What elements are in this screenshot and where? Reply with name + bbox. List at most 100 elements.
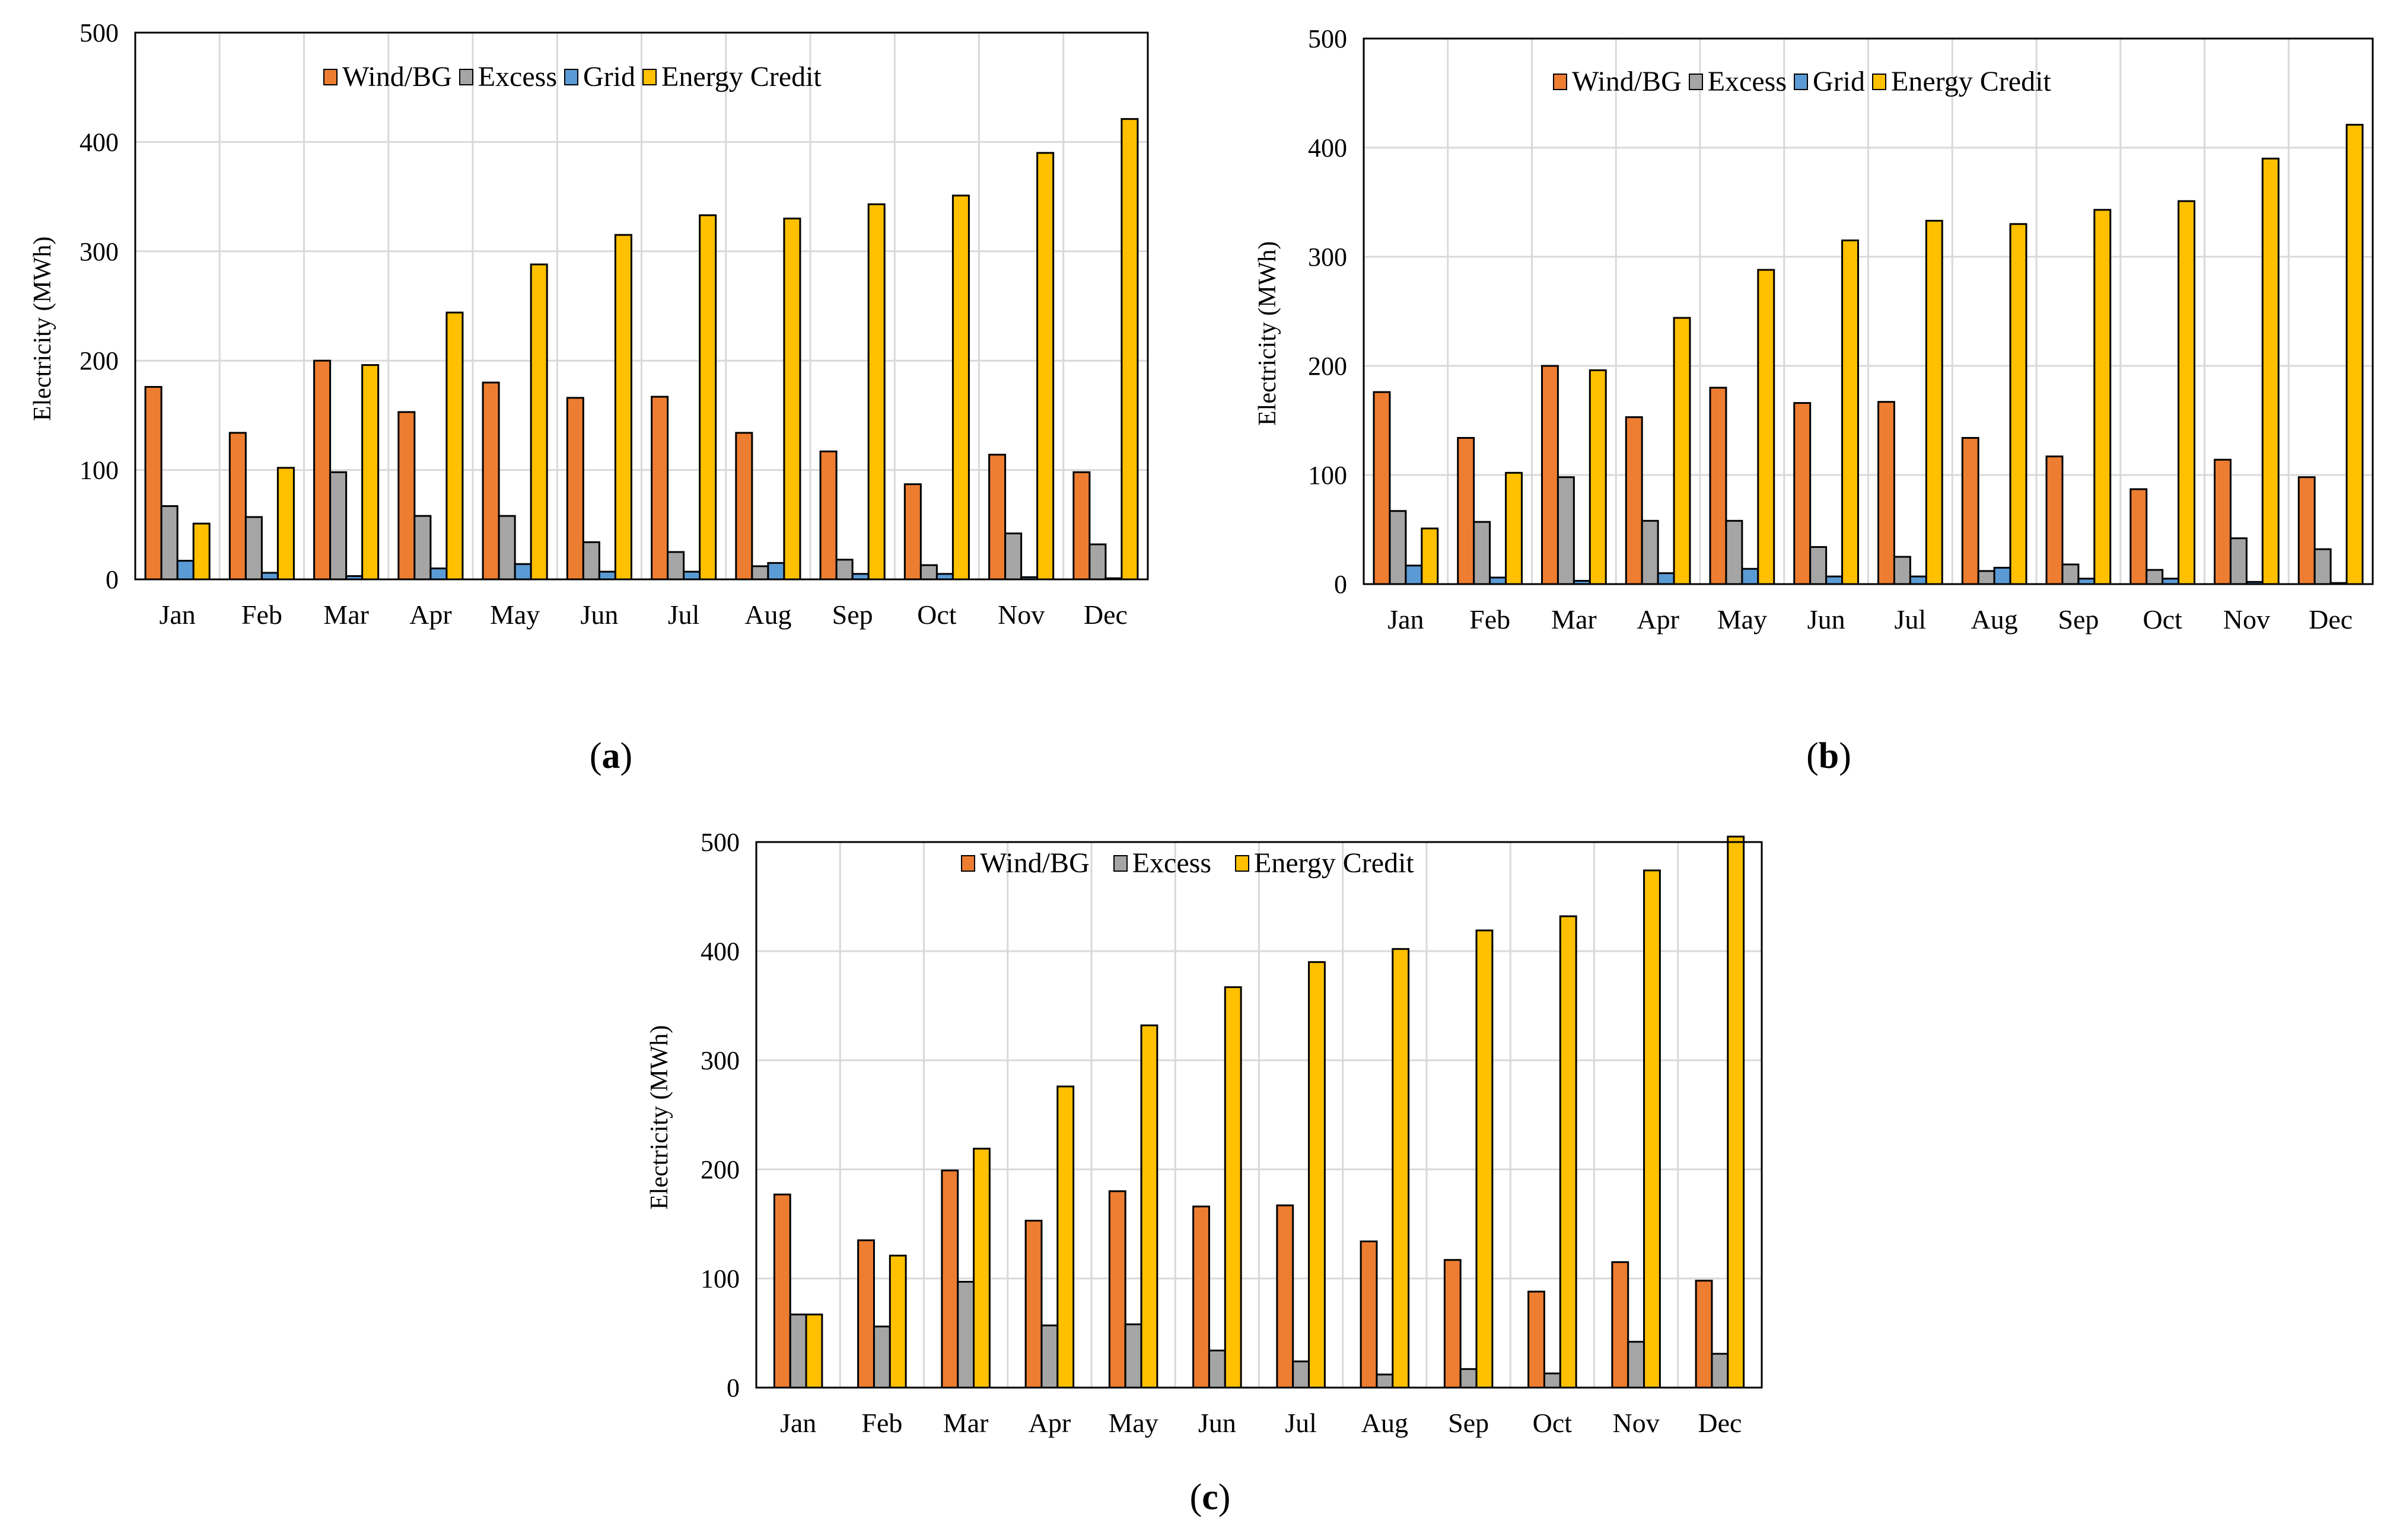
- y-tick-label: 200: [701, 1155, 740, 1184]
- bar-energy-credit-oct: [951, 195, 970, 581]
- bar-wind-bg-jan: [1373, 391, 1391, 585]
- bar-energy-credit-oct: [1559, 915, 1577, 1389]
- y-tick-label: 400: [79, 127, 119, 157]
- bar-energy-credit-aug: [2009, 223, 2027, 585]
- bar-excess-dec: [1711, 1353, 1729, 1389]
- x-tick-label: Nov: [1613, 1408, 1660, 1438]
- bar-wind-bg-sep: [2045, 455, 2064, 585]
- panel-label-a: (a): [589, 736, 633, 776]
- bar-energy-credit-dec: [1121, 118, 1139, 581]
- y-tick-label: 0: [727, 1373, 740, 1402]
- bar-energy-credit-sep: [867, 203, 886, 581]
- bar-wind-bg-feb: [1457, 436, 1475, 585]
- legend-item-grid: Grid: [1794, 65, 1865, 98]
- chart-svg-c: Jan Feb Mar Apr May Jun Jul Aug Sep Oct Nov Dec 0 100…: [701, 828, 1763, 1438]
- bar-wind-bg-mar: [313, 359, 332, 581]
- legend-item-excess: Excess: [459, 60, 557, 93]
- bar-energy-credit-sep: [2093, 209, 2112, 585]
- plot-frame: [1363, 37, 2374, 585]
- y-tick-label: 300: [79, 237, 119, 266]
- bar-excess-may: [1124, 1323, 1142, 1389]
- bar-excess-jul: [667, 551, 685, 581]
- bar-energy-credit-jan: [805, 1313, 823, 1389]
- bar-energy-credit-dec: [2345, 123, 2364, 585]
- bar-excess-apr: [1641, 519, 1659, 585]
- bar-excess-aug: [1977, 570, 1995, 585]
- y-tick-label: 100: [1308, 461, 1347, 490]
- bar-grid-jun: [598, 570, 616, 581]
- bar-energy-credit-oct: [2178, 200, 2195, 585]
- bar-wind-bg-feb: [857, 1239, 875, 1389]
- x-tick-label: Jan: [159, 600, 195, 630]
- bar-wind-bg-jun: [566, 397, 584, 581]
- x-tick-label: Oct: [1533, 1408, 1573, 1438]
- bar-excess-nov: [1627, 1341, 1645, 1389]
- legend-swatch: [1872, 73, 1887, 90]
- x-tick-label: Apr: [1029, 1408, 1071, 1438]
- y-tick-label: 100: [79, 456, 119, 485]
- bar-energy-credit-aug: [1392, 948, 1410, 1389]
- bar-energy-credit-dec: [1727, 836, 1745, 1389]
- bar-energy-credit-apr: [1673, 317, 1691, 585]
- bar-wind-bg-jan: [773, 1193, 791, 1389]
- y-tick-label: 0: [1334, 570, 1347, 599]
- bar-wind-bg-may: [1709, 387, 1727, 585]
- legend-item-grid: Grid: [564, 60, 635, 93]
- bar-excess-jul: [1893, 556, 1911, 585]
- x-tick-label: Mar: [1551, 604, 1597, 635]
- bar-excess-feb: [873, 1325, 891, 1389]
- x-tick-label: Feb: [861, 1408, 902, 1438]
- bar-energy-credit-jun: [1224, 986, 1242, 1389]
- legend-label: Excess: [1707, 66, 1787, 97]
- bar-energy-credit-mar: [1589, 369, 1607, 585]
- bar-wind-bg-may: [1108, 1190, 1126, 1389]
- legend-label: Grid: [583, 61, 636, 93]
- bar-wind-bg-mar: [941, 1169, 959, 1389]
- bar-energy-credit-nov: [1643, 869, 1661, 1389]
- panel-label-b: (b): [1806, 736, 1851, 776]
- x-tick-label: Mar: [943, 1408, 989, 1438]
- x-tick-label: Sep: [1448, 1408, 1489, 1438]
- y-axis-label-a: Electricity (MWh): [29, 236, 56, 421]
- bar-excess-jan: [1389, 510, 1407, 585]
- bar-excess-aug: [751, 565, 769, 581]
- legend-c: Wind/BG Excess Energy Credit: [961, 847, 1438, 879]
- bar-wind-bg-dec: [2297, 476, 2316, 585]
- bar-excess-jul: [1292, 1360, 1310, 1389]
- y-tick-label: 200: [1308, 352, 1347, 381]
- legend-label: Energy Credit: [1254, 847, 1414, 879]
- bar-wind-bg-aug: [735, 432, 753, 581]
- bar-excess-sep: [835, 559, 854, 581]
- legend-item-wind-bg: Wind/BG: [323, 60, 452, 93]
- bar-excess-sep: [2061, 563, 2080, 585]
- legend-item-wind-bg: Wind/BG: [1553, 65, 1682, 98]
- y-tick-label: 500: [1308, 24, 1347, 53]
- bar-excess-apr: [1040, 1324, 1059, 1389]
- bar-energy-credit-may: [1140, 1024, 1158, 1389]
- x-tick-label: Jul: [1895, 604, 1927, 635]
- legend-swatch: [642, 68, 657, 85]
- bar-energy-credit-jun: [1841, 239, 1859, 585]
- bar-excess-dec: [2313, 548, 2332, 585]
- x-tick-label: Oct: [917, 600, 957, 630]
- bar-wind-bg-dec: [1072, 471, 1091, 581]
- x-tick-label: Dec: [2309, 604, 2353, 635]
- legend-swatch: [459, 68, 473, 85]
- y-tick-label: 200: [79, 346, 119, 375]
- legend-label: Excess: [1132, 847, 1212, 879]
- bar-energy-credit-may: [530, 263, 548, 581]
- y-tick-label: 400: [701, 937, 740, 966]
- y-tick-label: 500: [701, 828, 740, 857]
- x-tick-label: Jun: [1807, 604, 1845, 635]
- x-tick-label: Jul: [668, 600, 700, 630]
- bar-energy-credit-nov: [1036, 152, 1055, 581]
- bar-wind-bg-oct: [1527, 1290, 1545, 1389]
- bar-excess-may: [1725, 519, 1743, 585]
- bar-energy-credit-jun: [614, 234, 632, 581]
- bar-energy-credit-feb: [1505, 471, 1523, 585]
- bar-energy-credit-mar: [973, 1147, 991, 1389]
- bar-excess-aug: [1376, 1373, 1394, 1389]
- bar-excess-sep: [1459, 1368, 1478, 1389]
- bar-energy-credit-jan: [192, 522, 211, 581]
- y-axis-label-b: Electricity (MWh): [1254, 241, 1281, 426]
